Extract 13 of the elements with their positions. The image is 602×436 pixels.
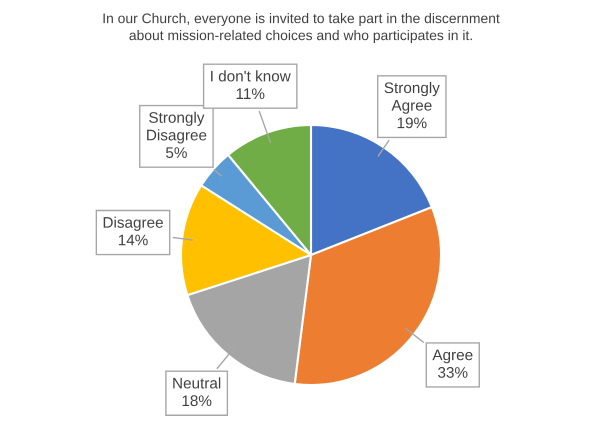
data-label: 19% (398, 117, 427, 128)
chart-title: In our Church, everyone is invited to take part in the discernment about mission-related choices and who participates in it. (104, 13, 500, 43)
data-label: 14% (118, 234, 148, 246)
slice-label: Agree (432, 350, 472, 364)
data-label: 18% (182, 395, 212, 406)
slice-label: Disagree (104, 216, 163, 231)
slice-label: Strongly Agree (384, 82, 440, 114)
data-label: 33% (438, 367, 468, 378)
slice-label: Neutral (173, 377, 220, 389)
slice-label: Strongly Disagree (147, 112, 206, 144)
slice-label: I don't know (211, 70, 291, 82)
data-label: 11% (236, 88, 264, 100)
data-label: 5% (166, 147, 187, 158)
